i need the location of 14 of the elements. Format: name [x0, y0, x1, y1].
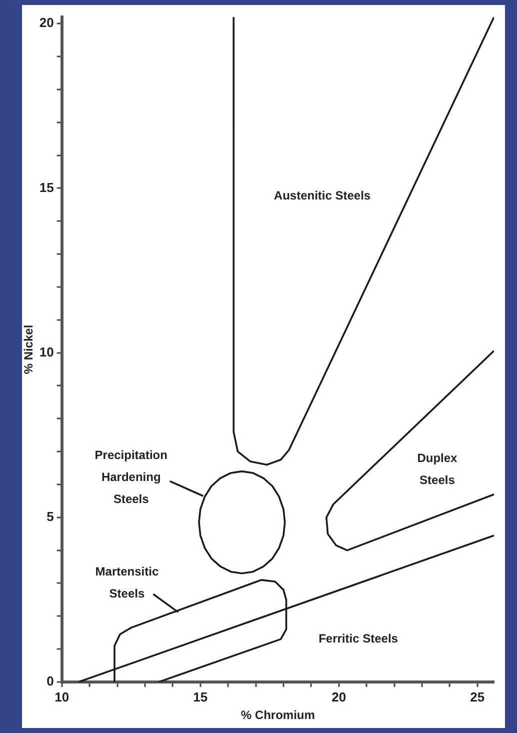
y-tick-label: 15 — [39, 180, 54, 195]
y-tick-label: 5 — [46, 508, 54, 524]
y-tick-label: 10 — [39, 344, 54, 360]
x-tick-label: 15 — [193, 689, 208, 704]
annotation: Austenitic Steels — [274, 188, 371, 203]
x-axis-title: % Chromium — [240, 708, 315, 722]
annotation: Duplex Steels — [417, 450, 458, 487]
y-axis-title: % Nickel — [22, 324, 36, 374]
annotation: Ferritic Steels — [318, 632, 398, 646]
y-tick-label: 0 — [46, 674, 54, 689]
annotation: Precipitation Hardening Steels — [94, 448, 168, 506]
x-tick-label: 25 — [470, 689, 485, 704]
y-tick-label: 20 — [39, 15, 54, 30]
x-tick-label: 20 — [332, 689, 346, 704]
